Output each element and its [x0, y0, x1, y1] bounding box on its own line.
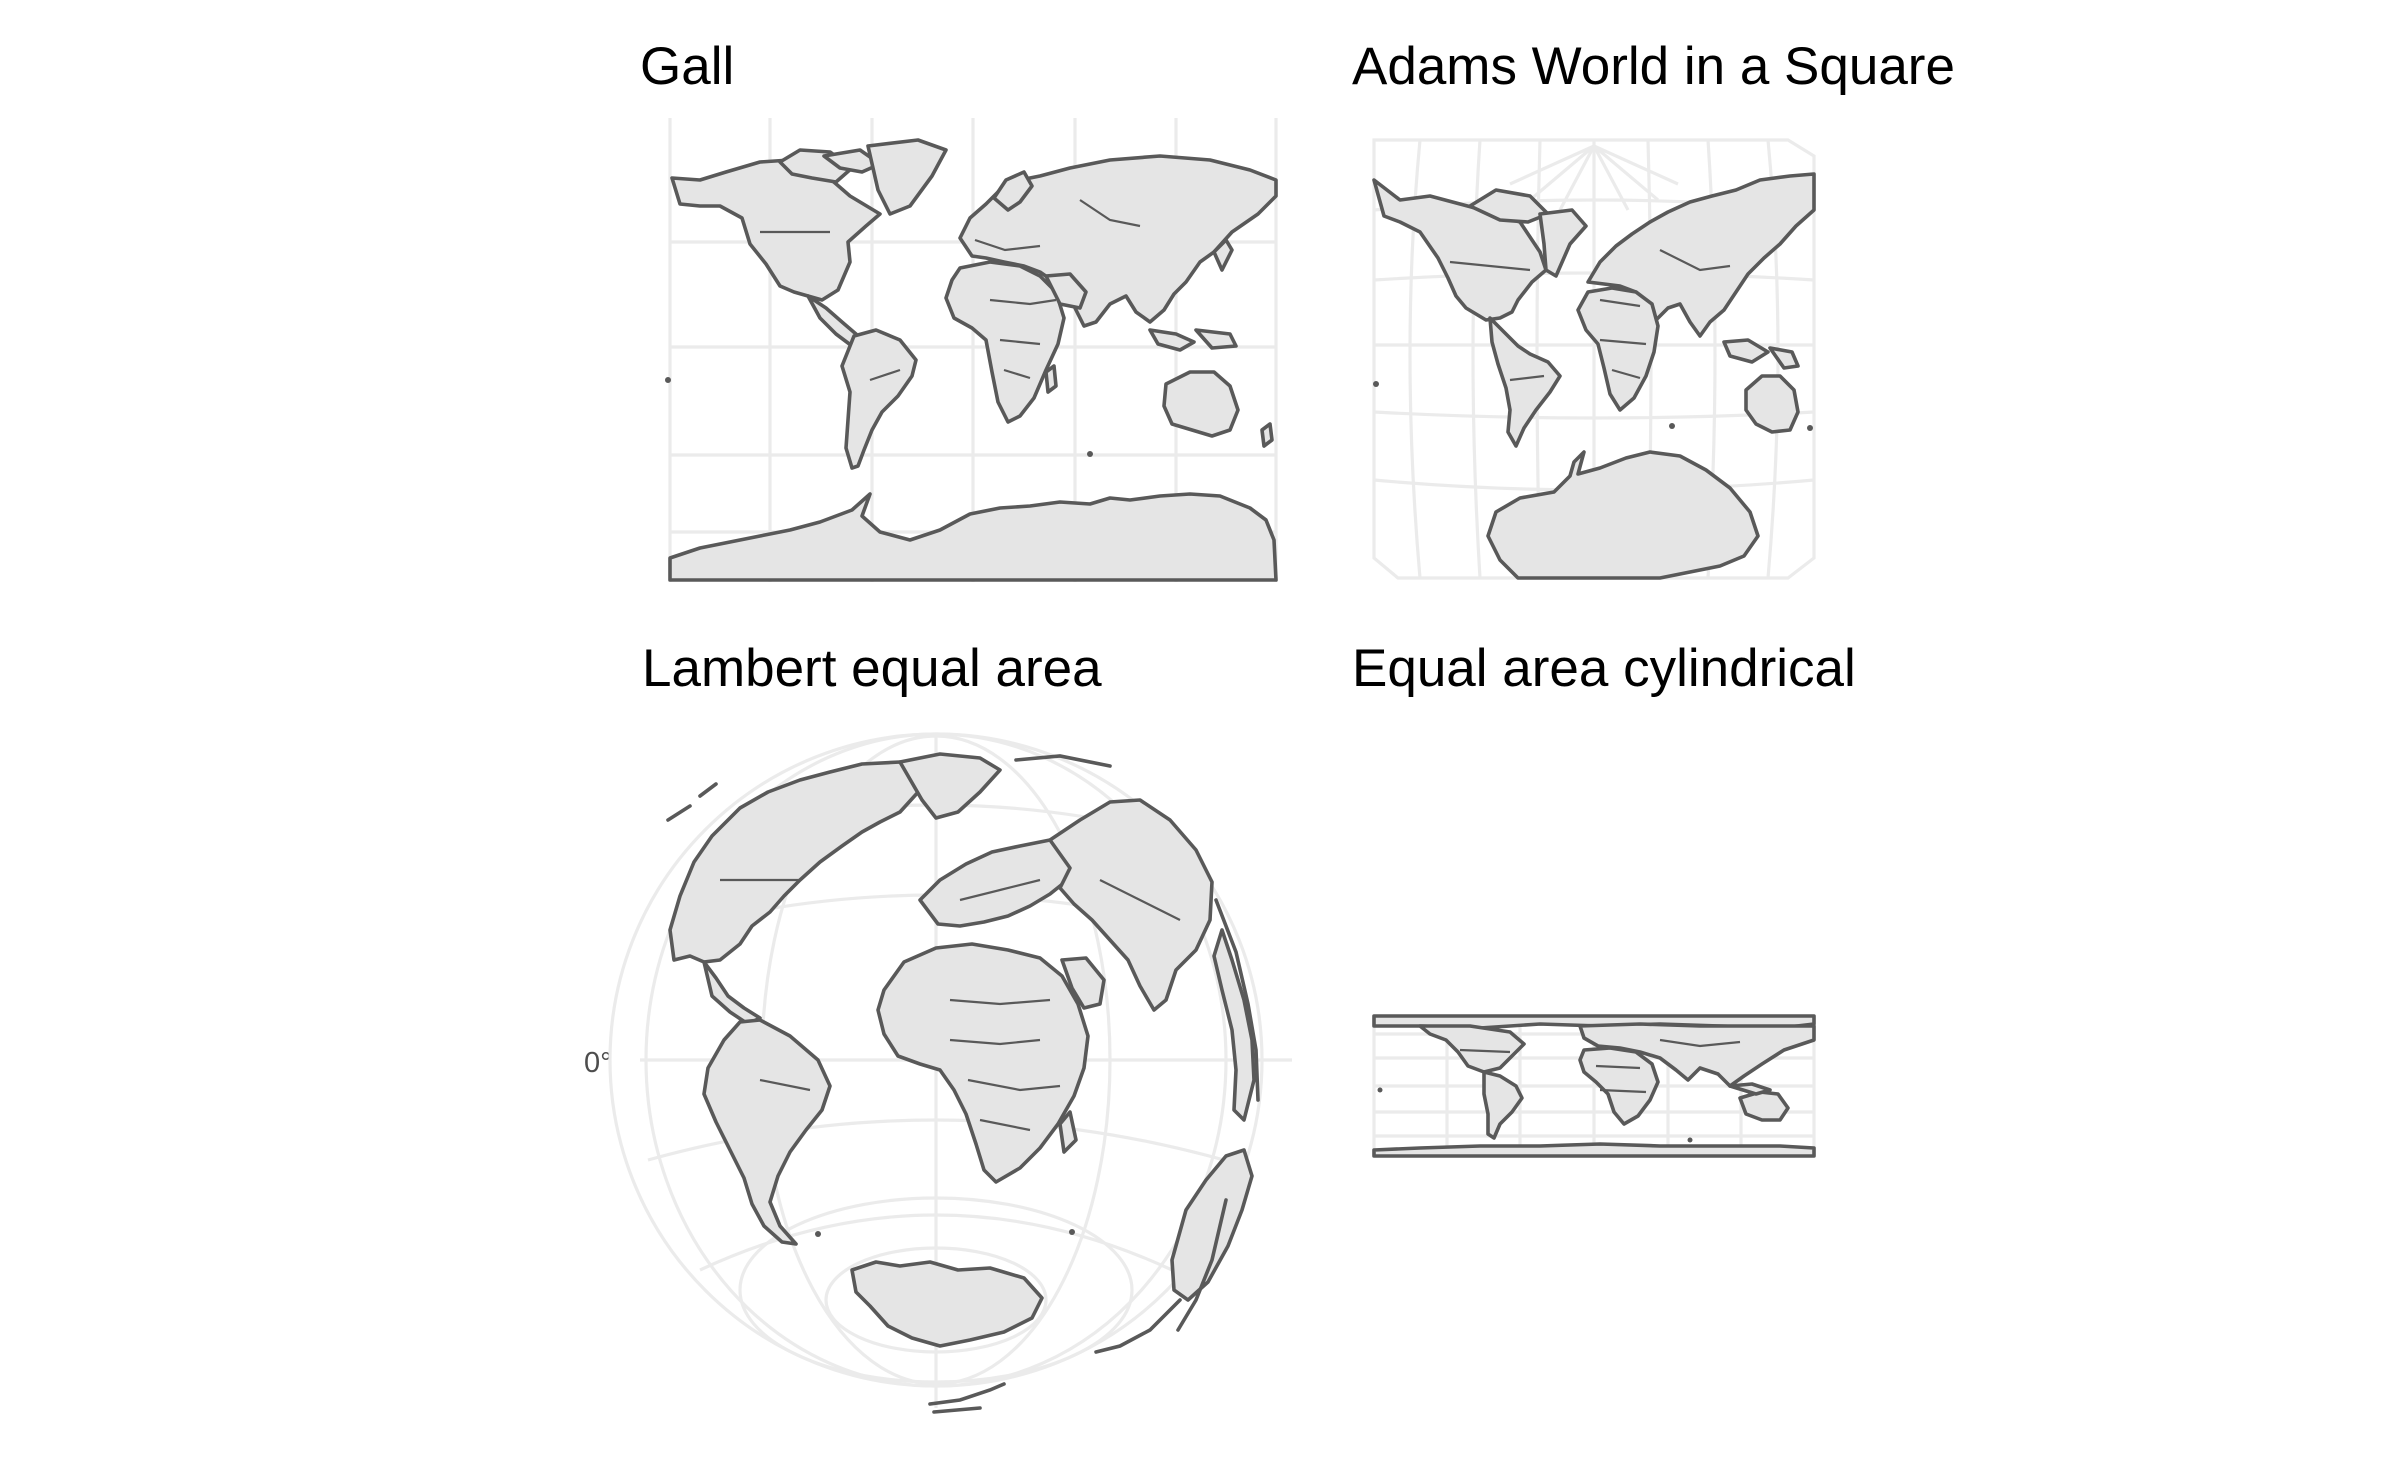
lambert-panel: Lambert equal area 0° — [584, 639, 1292, 1414]
gall-panel: Gall — [640, 37, 1278, 582]
lambert-coastal-slivers — [666, 754, 1260, 1414]
adams-country-borders — [1449, 249, 1731, 382]
lambert-land — [668, 752, 1256, 1348]
gall-land — [665, 138, 1278, 582]
cylindrical-country-borders — [1459, 1038, 1741, 1094]
lambert-equator-label: 0° — [584, 1047, 612, 1079]
lambert-country-borders — [720, 878, 1181, 1132]
gall-title: Gall — [640, 37, 734, 96]
lambert-title: Lambert equal area — [642, 639, 1102, 698]
adams-panel: Adams World in a Square — [1352, 37, 1955, 580]
cylindrical-title: Equal area cylindrical — [1352, 639, 1856, 698]
adams-land — [1372, 172, 1816, 580]
cylindrical-panel: Equal area cylindrical — [1352, 639, 1856, 1158]
adams-title: Adams World in a Square — [1352, 37, 1955, 96]
gall-country-borders — [760, 199, 1141, 382]
